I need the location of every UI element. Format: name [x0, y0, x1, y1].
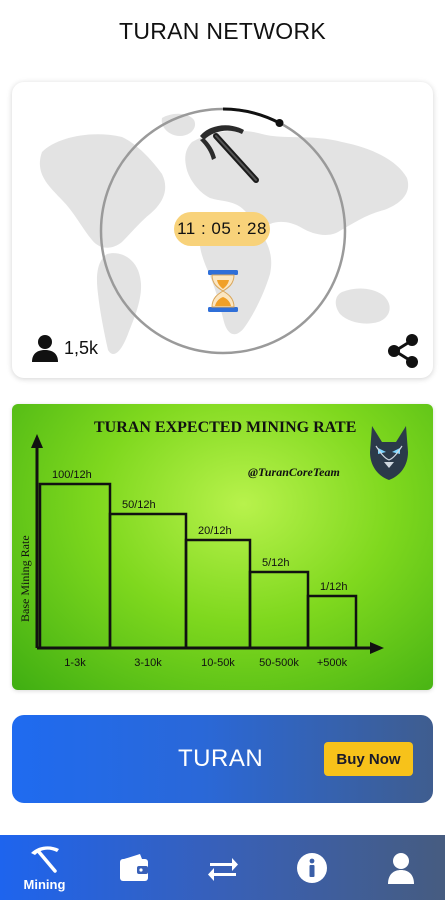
nav-item-wallet[interactable] [89, 835, 178, 900]
mining-timer: 11 : 05 : 28 [174, 212, 270, 246]
x-tick-label: +500k [317, 657, 348, 669]
bar-value-label: 50/12h [122, 499, 156, 511]
bars-layer: 100/12h 1-3k 50/12h 3-10k 20/12h 10-50k 5/12h 5… [38, 469, 358, 669]
wolf-logo [370, 426, 408, 480]
y-axis-arrow [31, 434, 43, 448]
bar-value-label: 1/12h [320, 581, 348, 593]
nav-item-profile[interactable] [356, 835, 445, 900]
nav-item-info[interactable] [267, 835, 356, 900]
progress-arc [222, 107, 281, 125]
bottom-nav: Mining [0, 835, 445, 900]
bar [248, 570, 310, 650]
buy-now-button[interactable]: Buy Now [324, 742, 413, 776]
users-count: 1,5k [64, 337, 99, 358]
bar-value-label: 5/12h [262, 557, 290, 569]
share-icon[interactable] [386, 334, 420, 368]
mining-card: 11 : 05 : 28 1,5k [12, 82, 433, 378]
x-tick-label: 10-50k [201, 657, 235, 669]
info-icon [296, 852, 327, 883]
turan-banner: TURAN Buy Now [12, 715, 433, 803]
user-icon [387, 852, 414, 884]
bar [38, 482, 112, 650]
bar-value-label: 20/12h [198, 525, 232, 537]
nav-item-mining[interactable]: Mining [0, 835, 89, 900]
chart-handle: @TuranCoreTeam [248, 465, 340, 479]
transfer-icon [207, 857, 238, 881]
x-tick-label: 1-3k [64, 657, 86, 669]
mining-rate-card: TURAN EXPECTED MINING RATE @TuranCoreTea… [12, 404, 433, 690]
page-title: TURAN NETWORK [118, 18, 327, 44]
hourglass-icon [208, 270, 238, 312]
bar-value-label: 100/12h [52, 469, 92, 481]
x-tick-label: 50-500k [259, 657, 299, 669]
x-axis-arrow [370, 642, 384, 654]
users-count-group: 1,5k [32, 334, 98, 362]
x-tick-label: 3-10k [134, 657, 162, 669]
pickaxe-icon [30, 846, 59, 873]
pickaxe-icon [200, 125, 259, 183]
turan-label: TURAN [178, 745, 264, 772]
bar [306, 594, 358, 650]
progress-knob [275, 119, 284, 127]
chart-ylabel: Base Mining Rate [18, 535, 32, 622]
wallet-icon [119, 853, 148, 881]
mining-rate-chart: TURAN EXPECTED MINING RATE @TuranCoreTea… [18, 419, 408, 669]
nav-item-transfer[interactable] [178, 835, 267, 900]
user-icon [32, 335, 58, 362]
mining-progress-ring [99, 107, 347, 355]
world-map [39, 113, 409, 355]
nav-label-mining: Mining [23, 877, 66, 892]
bar [184, 538, 252, 650]
chart-title: TURAN EXPECTED MINING RATE [94, 419, 356, 436]
bar [108, 512, 188, 650]
